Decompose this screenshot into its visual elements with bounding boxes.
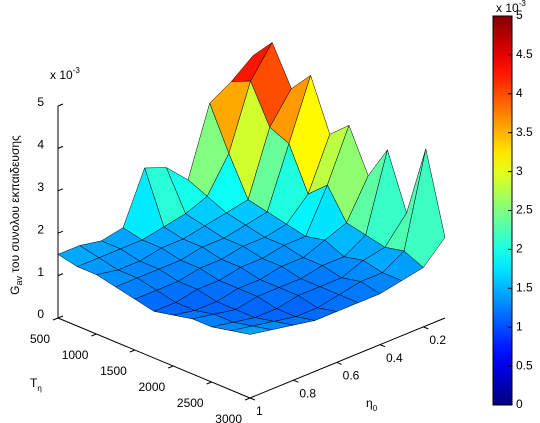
x-tick xyxy=(206,381,212,385)
y-label-sub: 0 xyxy=(373,404,378,413)
colorbar-tick-label: 4.5 xyxy=(516,47,533,61)
y-axis-line xyxy=(249,317,446,399)
y-tick-label: 0.6 xyxy=(343,369,360,383)
x-tick xyxy=(129,349,135,353)
z-tick xyxy=(57,188,64,192)
colorbar-tick-label: 4 xyxy=(516,86,523,100)
x-tick-label: 3000 xyxy=(215,412,242,423)
y-tick-label: 0.8 xyxy=(299,386,316,400)
x-label-sub: η xyxy=(37,384,41,393)
x-tick-label: 1000 xyxy=(62,348,89,362)
z-tick-label: 4 xyxy=(37,138,44,152)
surface-patch xyxy=(230,325,272,335)
z-tick xyxy=(57,315,64,319)
x-tick xyxy=(168,365,174,369)
z-tick-label: 2 xyxy=(37,222,44,236)
colorbar-tick-label: 5 xyxy=(516,8,523,22)
z-tick-label: 0 xyxy=(37,307,44,321)
z-tick-label: 1 xyxy=(37,265,44,279)
z-tick xyxy=(57,273,64,277)
y-axis-label: η0 xyxy=(366,396,378,413)
y-tick-label: 0.4 xyxy=(386,351,403,365)
z-tick xyxy=(57,103,64,107)
y-tick-label: 1 xyxy=(256,404,263,418)
colorbar-tick-label: 2.5 xyxy=(516,203,533,217)
y-tick xyxy=(379,344,386,348)
z-label-rest: του συνολου εκπαιδευσης xyxy=(8,135,22,276)
z-tick xyxy=(57,230,64,234)
z-tick-label: 5 xyxy=(37,95,44,109)
x-tick-label: 1500 xyxy=(100,364,127,378)
colorbar-scale-base: x 10 xyxy=(496,1,519,15)
colorbar-tick-label: 1 xyxy=(516,319,523,333)
x-label-main: T xyxy=(30,376,38,390)
y-tick xyxy=(336,361,342,365)
colorbar-tick-label: 1.5 xyxy=(516,280,533,294)
z-tick xyxy=(57,145,64,149)
colorbar-tick-label: 0 xyxy=(516,397,523,411)
colorbar-tick-label: 0.5 xyxy=(516,358,533,372)
x-axis-line xyxy=(57,317,251,399)
x-tick-label: 2500 xyxy=(177,396,204,410)
x-tick xyxy=(91,333,97,337)
x-axis-label: Tη xyxy=(30,376,42,393)
z-scale-label: x 10-3 xyxy=(50,66,80,82)
colorbar-scale-exponent: -3 xyxy=(519,0,527,8)
z-tick-label: 3 xyxy=(37,180,44,194)
z-label-sub: av xyxy=(14,275,24,285)
x-tick xyxy=(244,397,251,401)
y-tick-label: 0.2 xyxy=(429,333,446,347)
z-scale-exponent: -3 xyxy=(73,66,81,75)
y-tick xyxy=(293,379,299,383)
x-tick-label: 500 xyxy=(30,332,50,346)
x-tick xyxy=(52,317,59,321)
z-label-main: G xyxy=(8,285,22,294)
colorbar-tick-label: 3 xyxy=(516,164,523,178)
x-tick-label: 2000 xyxy=(138,380,165,394)
y-label-main: η xyxy=(366,396,373,410)
z-axis-label: Gav του συνολου εκπαιδευσης xyxy=(8,135,24,295)
colorbar-tick-label: 2 xyxy=(516,242,523,256)
y-tick xyxy=(423,326,429,330)
y-tick xyxy=(249,397,256,401)
colorbar-tick-label: 3.5 xyxy=(516,125,533,139)
z-scale-base: x 10 xyxy=(50,68,73,82)
colorbar-scale-label: x 10-3 xyxy=(496,0,526,15)
